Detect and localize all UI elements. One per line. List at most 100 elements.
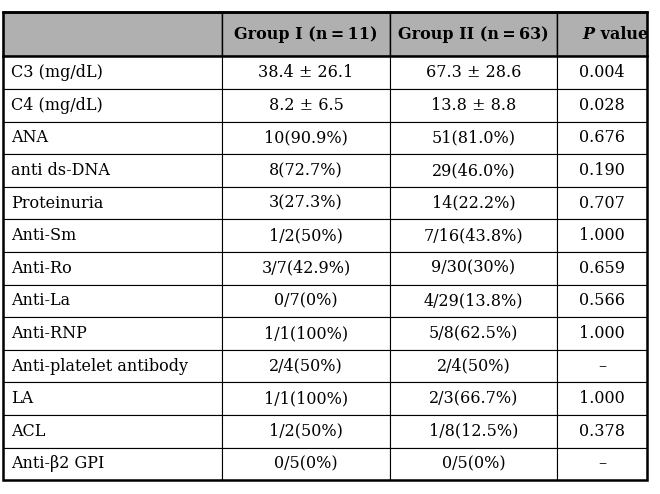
Bar — [222, 448, 389, 480]
Text: 1/2(50%): 1/2(50%) — [269, 227, 343, 244]
Text: 0.566: 0.566 — [579, 292, 625, 309]
Text: 67.3 ± 28.6: 67.3 ± 28.6 — [426, 64, 521, 81]
Text: 8.2 ± 6.5: 8.2 ± 6.5 — [269, 97, 343, 114]
Text: 14(22.2%): 14(22.2%) — [432, 195, 515, 211]
Bar — [3, 448, 222, 480]
Bar — [389, 448, 557, 480]
Bar — [222, 89, 389, 122]
Bar — [222, 122, 389, 154]
Text: Group II (n = 63): Group II (n = 63) — [398, 26, 548, 43]
Text: Anti-Sm: Anti-Sm — [11, 227, 77, 244]
Text: Group I (n = 11): Group I (n = 11) — [234, 26, 378, 43]
Bar — [3, 415, 222, 448]
Bar — [389, 122, 557, 154]
Bar — [222, 219, 389, 252]
Text: 0.004: 0.004 — [579, 64, 625, 81]
Text: 2/4(50%): 2/4(50%) — [269, 358, 343, 374]
Text: 13.8 ± 8.8: 13.8 ± 8.8 — [431, 97, 516, 114]
Bar — [3, 122, 222, 154]
Bar — [557, 252, 647, 285]
Bar — [222, 187, 389, 219]
Text: –: – — [598, 455, 607, 472]
Text: Proteinuria: Proteinuria — [11, 195, 104, 211]
Bar — [3, 56, 222, 89]
Text: 8(72.7%): 8(72.7%) — [269, 162, 343, 179]
Text: 0.190: 0.190 — [579, 162, 625, 179]
Bar — [557, 285, 647, 317]
Bar — [3, 12, 222, 56]
Bar — [389, 187, 557, 219]
Bar — [557, 415, 647, 448]
Text: 51(81.0%): 51(81.0%) — [432, 129, 515, 146]
Bar — [389, 219, 557, 252]
Bar — [389, 285, 557, 317]
Bar — [557, 56, 647, 89]
Bar — [222, 285, 389, 317]
Text: 7/16(43.8%): 7/16(43.8%) — [424, 227, 523, 244]
Bar — [222, 382, 389, 415]
Bar — [389, 350, 557, 382]
Bar — [557, 350, 647, 382]
Text: 0.378: 0.378 — [579, 423, 625, 440]
Bar — [222, 350, 389, 382]
Text: Anti-RNP: Anti-RNP — [11, 325, 87, 342]
Bar — [557, 154, 647, 187]
Text: ACL: ACL — [11, 423, 46, 440]
Bar — [389, 56, 557, 89]
Text: 0/5(0%): 0/5(0%) — [274, 455, 338, 472]
Bar — [3, 382, 222, 415]
Text: Anti-La: Anti-La — [11, 292, 70, 309]
Text: 0.676: 0.676 — [579, 129, 625, 146]
Text: 1/1(100%): 1/1(100%) — [264, 390, 348, 407]
Text: Anti-Ro: Anti-Ro — [11, 260, 72, 277]
Text: 1.000: 1.000 — [579, 325, 625, 342]
Bar — [3, 154, 222, 187]
Bar — [389, 154, 557, 187]
Text: –: – — [598, 358, 607, 374]
Bar — [222, 154, 389, 187]
Bar — [389, 12, 557, 56]
Text: 0.659: 0.659 — [579, 260, 625, 277]
Bar — [557, 122, 647, 154]
Text: 0/5(0%): 0/5(0%) — [442, 455, 505, 472]
Bar — [222, 12, 389, 56]
Bar — [557, 89, 647, 122]
Bar — [3, 89, 222, 122]
Bar — [3, 350, 222, 382]
Text: 0.707: 0.707 — [579, 195, 625, 211]
Text: 38.4 ± 26.1: 38.4 ± 26.1 — [258, 64, 354, 81]
Text: 2/3(66.7%): 2/3(66.7%) — [429, 390, 518, 407]
Text: Anti-platelet antibody: Anti-platelet antibody — [11, 358, 188, 374]
Text: 29(46.0%): 29(46.0%) — [432, 162, 515, 179]
Bar — [222, 317, 389, 350]
Text: C4 (mg/dL): C4 (mg/dL) — [11, 97, 103, 114]
Text: 0/7(0%): 0/7(0%) — [274, 292, 338, 309]
Bar — [222, 415, 389, 448]
Text: 10(90.9%): 10(90.9%) — [264, 129, 348, 146]
Text: 1/2(50%): 1/2(50%) — [269, 423, 343, 440]
Text: anti ds-DNA: anti ds-DNA — [11, 162, 110, 179]
Text: 3(27.3%): 3(27.3%) — [269, 195, 343, 211]
Text: 1.000: 1.000 — [579, 390, 625, 407]
Bar — [557, 382, 647, 415]
Text: 1/8(12.5%): 1/8(12.5%) — [429, 423, 518, 440]
Text: 0.028: 0.028 — [579, 97, 625, 114]
Bar — [557, 317, 647, 350]
Bar — [3, 219, 222, 252]
Text: 5/8(62.5%): 5/8(62.5%) — [429, 325, 518, 342]
Text: 2/4(50%): 2/4(50%) — [436, 358, 510, 374]
Bar — [3, 317, 222, 350]
Text: Anti-β2 GPI: Anti-β2 GPI — [11, 455, 104, 472]
Text: LA: LA — [11, 390, 33, 407]
Text: 9/30(30%): 9/30(30%) — [432, 260, 515, 277]
Bar — [222, 252, 389, 285]
Bar — [3, 252, 222, 285]
Bar — [557, 12, 647, 56]
Bar — [389, 89, 557, 122]
Bar — [389, 252, 557, 285]
Text: ANA: ANA — [11, 129, 48, 146]
Bar — [3, 285, 222, 317]
Text: 3/7(42.9%): 3/7(42.9%) — [261, 260, 350, 277]
Bar — [222, 56, 389, 89]
Bar — [557, 448, 647, 480]
